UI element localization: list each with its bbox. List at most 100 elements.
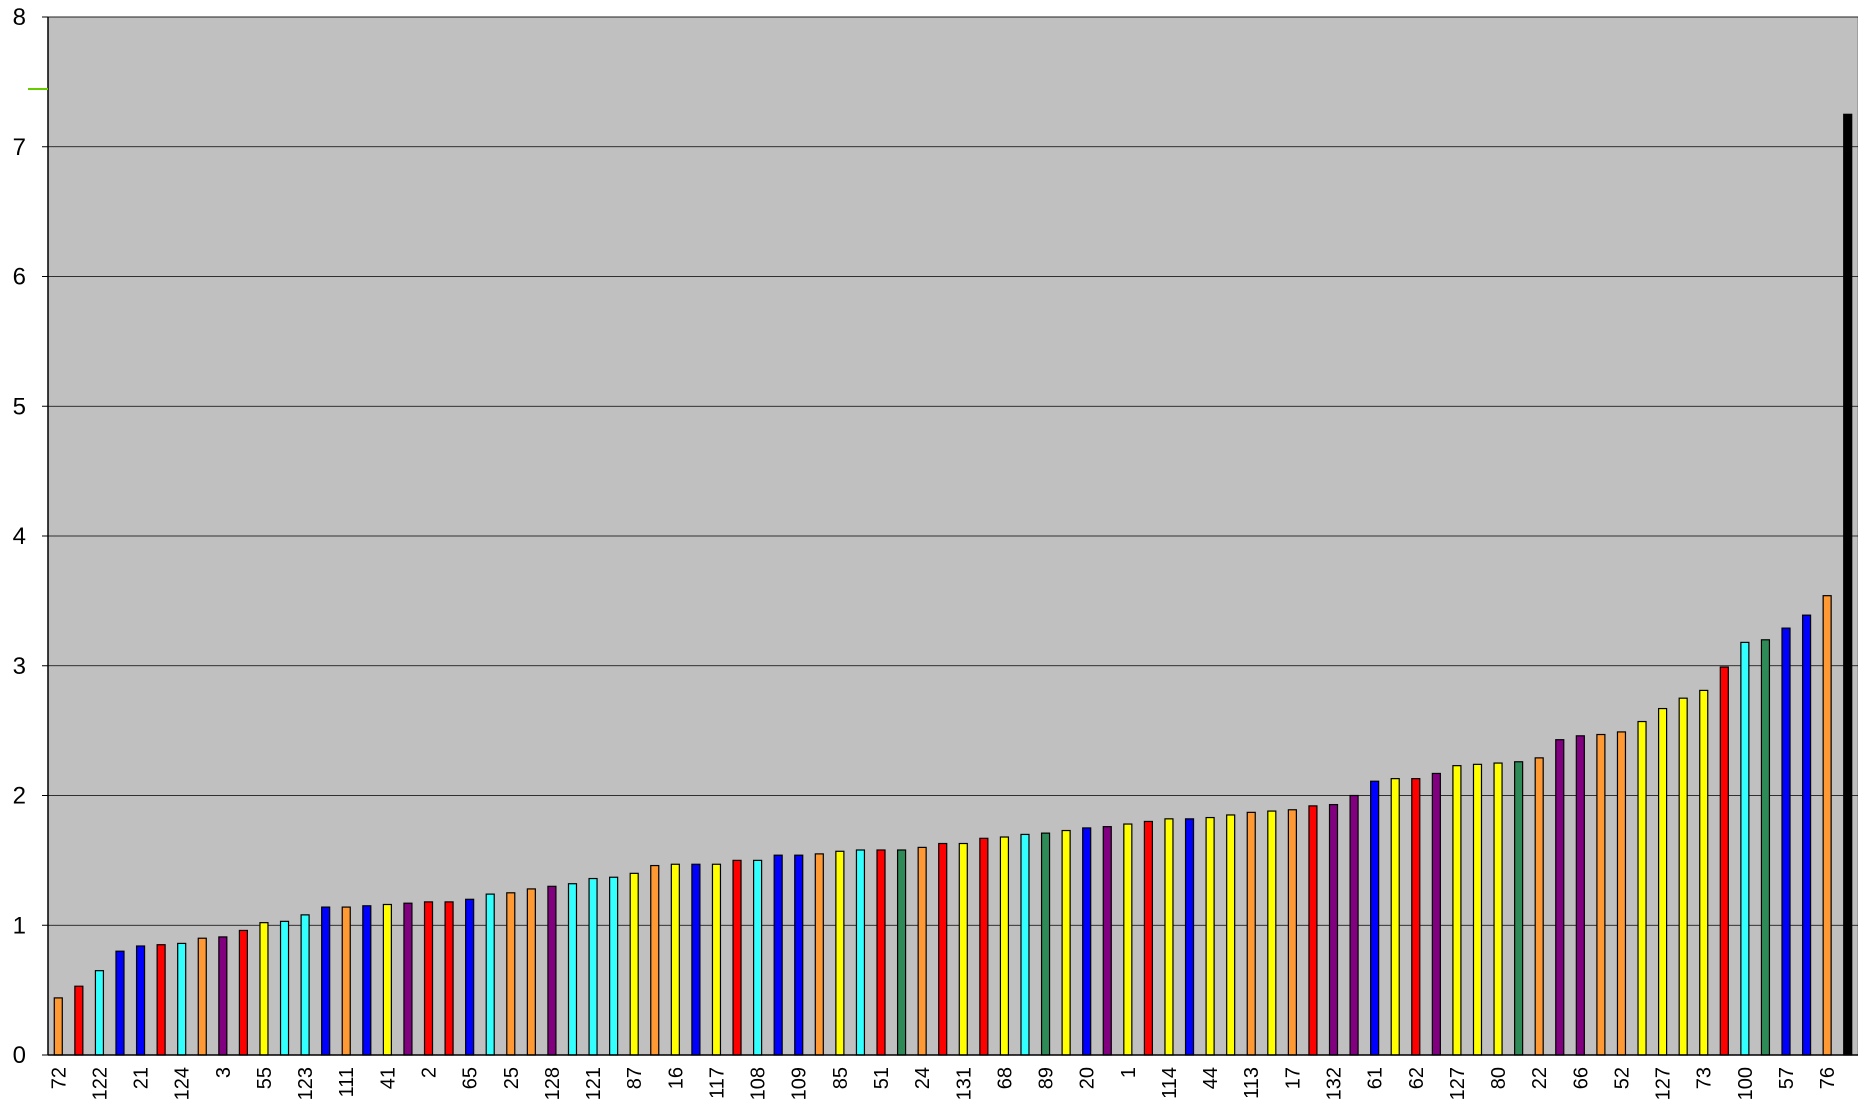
bar xyxy=(1205,816,1215,1056)
x-tick-label: 100 xyxy=(1735,1067,1757,1100)
bar xyxy=(588,877,598,1056)
bar xyxy=(485,893,495,1056)
bar xyxy=(1267,810,1277,1056)
x-tick-label: 25 xyxy=(501,1067,523,1089)
bar xyxy=(629,872,639,1056)
bar xyxy=(1555,739,1565,1056)
bar xyxy=(855,849,866,1056)
x-tick-label: 24 xyxy=(912,1067,934,1089)
bar xyxy=(1493,762,1503,1056)
x-tick-label: 122 xyxy=(89,1067,111,1100)
x-tick-label: 117 xyxy=(706,1067,728,1099)
bar xyxy=(876,849,886,1056)
x-tick-label: 16 xyxy=(665,1067,687,1089)
x-tick-label: 65 xyxy=(460,1067,482,1089)
bar xyxy=(753,859,763,1056)
bar xyxy=(835,850,845,1056)
y-tick-label: 6 xyxy=(13,264,26,291)
bar xyxy=(1801,614,1812,1056)
bar xyxy=(711,863,722,1056)
x-tick-label: 89 xyxy=(1036,1067,1058,1089)
bar xyxy=(1678,697,1688,1056)
bar xyxy=(1452,765,1462,1056)
bar xyxy=(74,985,84,1056)
x-tick-label: 3 xyxy=(213,1067,235,1078)
y-tick-label: 5 xyxy=(13,393,26,420)
bar xyxy=(1143,820,1153,1056)
x-axis-labels: 72 122 21 124 3 55 123 111 41 2 65 25 128 121 87 16 117 1… xyxy=(48,1067,1839,1100)
bar xyxy=(506,892,516,1056)
bar xyxy=(917,846,927,1056)
x-tick-label: 121 xyxy=(583,1067,605,1100)
x-tick-label: 109 xyxy=(789,1067,811,1100)
bar xyxy=(341,906,351,1056)
bar xyxy=(1226,814,1236,1056)
bar xyxy=(547,885,557,1056)
x-tick-label: 61 xyxy=(1365,1067,1387,1089)
x-tick-label: 124 xyxy=(172,1067,194,1100)
bars xyxy=(53,113,1853,1056)
bar xyxy=(1082,827,1092,1056)
bar xyxy=(423,901,434,1056)
bar xyxy=(300,914,310,1056)
x-tick-label: 21 xyxy=(131,1067,153,1089)
bar xyxy=(814,853,824,1056)
bar xyxy=(465,898,475,1056)
bar xyxy=(773,854,783,1056)
bar xyxy=(567,883,578,1056)
bar xyxy=(1431,772,1441,1056)
bar xyxy=(1760,639,1771,1056)
x-tick-label: 114 xyxy=(1159,1067,1181,1099)
x-tick-label: 131 xyxy=(953,1067,975,1100)
y-tick-label: 1 xyxy=(13,912,26,939)
x-tick-label: 127 xyxy=(1447,1067,1469,1100)
bar xyxy=(321,906,331,1056)
x-tick-label: 72 xyxy=(48,1067,70,1089)
bar xyxy=(1123,823,1133,1056)
bar xyxy=(382,903,392,1056)
x-tick-label: 80 xyxy=(1488,1067,1510,1089)
bar xyxy=(650,864,660,1056)
bar xyxy=(1411,778,1421,1056)
x-tick-label: 128 xyxy=(542,1067,564,1100)
bar xyxy=(794,854,804,1056)
bar xyxy=(1843,113,1853,1056)
bar xyxy=(526,888,536,1056)
bar xyxy=(979,837,989,1056)
x-tick-label: 44 xyxy=(1200,1067,1222,1089)
bar xyxy=(1637,720,1647,1056)
x-tick-label: 57 xyxy=(1776,1067,1798,1089)
bar xyxy=(958,842,968,1056)
bar xyxy=(238,929,248,1056)
bar xyxy=(1184,818,1195,1056)
bar xyxy=(896,849,907,1056)
bar xyxy=(999,836,1010,1056)
x-tick-label: 123 xyxy=(295,1067,317,1100)
bar xyxy=(1390,778,1400,1056)
bar xyxy=(53,997,63,1056)
x-tick-label: 111 xyxy=(336,1067,358,1097)
bar xyxy=(732,859,742,1056)
bar xyxy=(1061,829,1071,1056)
bar xyxy=(403,902,413,1056)
x-tick-label: 87 xyxy=(624,1067,646,1089)
bar xyxy=(94,970,105,1056)
x-tick-label: 51 xyxy=(871,1067,893,1089)
x-tick-label: 52 xyxy=(1611,1067,1633,1089)
bar xyxy=(1514,761,1524,1056)
y-tick-label: 4 xyxy=(13,523,26,550)
x-tick-label: 20 xyxy=(1077,1067,1099,1089)
x-tick-label: 22 xyxy=(1529,1067,1551,1089)
x-tick-label: 41 xyxy=(377,1067,399,1089)
bar xyxy=(115,950,125,1056)
bar xyxy=(1102,826,1112,1056)
bar xyxy=(938,842,948,1056)
bar xyxy=(1246,811,1256,1056)
bar xyxy=(1781,627,1791,1056)
y-tick-label: 8 xyxy=(13,4,26,31)
x-tick-label: 113 xyxy=(1241,1067,1263,1099)
y-tick-label: 0 xyxy=(13,1042,26,1069)
x-tick-label: 66 xyxy=(1570,1067,1592,1089)
x-tick-label: 2 xyxy=(419,1067,441,1078)
y-axis-ticks: 0 1 2 3 4 5 6 7 8 xyxy=(13,4,48,1069)
